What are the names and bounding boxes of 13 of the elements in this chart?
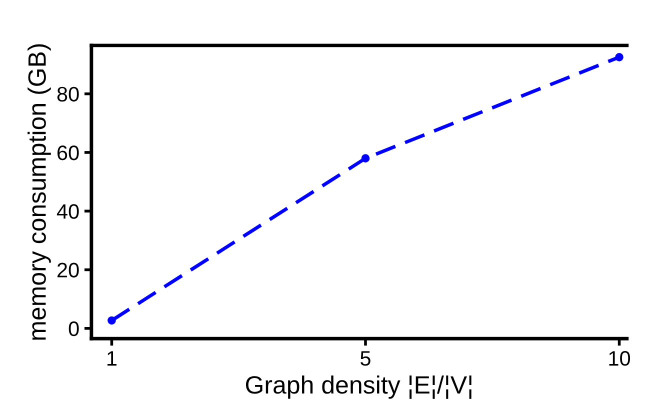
y-tick-label: 20 (57, 262, 79, 278)
y-tick-label: 80 (57, 86, 79, 102)
y-axis-title: memory consumption (GB) (28, 44, 51, 340)
point (615, 52, 624, 62)
x-tick-label: 10 (609, 351, 630, 366)
x-tick-label: 5 (360, 351, 370, 366)
y-tick-label: 40 (56, 204, 79, 219)
x-axis-title: Graph density ¦E¦/¦V¦ (246, 375, 472, 399)
y-tick-label: 0 (68, 321, 79, 336)
y-tick-label: 60 (58, 145, 79, 160)
point (108, 316, 116, 325)
point (361, 154, 370, 162)
x-tick-label: 1 (108, 351, 116, 366)
